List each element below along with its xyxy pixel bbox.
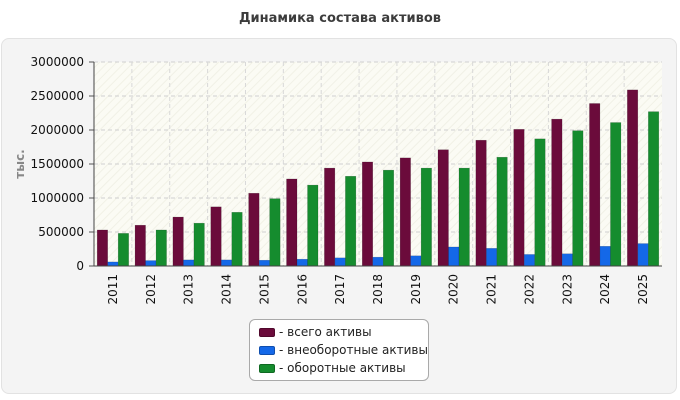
x-tick-label: 2020 bbox=[447, 274, 461, 305]
bar-noncurrent-assets-2014 bbox=[221, 259, 233, 267]
bar-noncurrent-assets-2021 bbox=[486, 248, 498, 267]
x-tick-label: 2013 bbox=[182, 274, 196, 305]
bar-noncurrent-assets-2015 bbox=[258, 259, 270, 267]
bar-current-assets-2017 bbox=[345, 175, 357, 267]
bar-total-assets-2022 bbox=[513, 129, 525, 267]
bar-current-assets-2021 bbox=[496, 156, 508, 267]
x-tick-label: 2022 bbox=[522, 274, 536, 305]
bar-noncurrent-assets-2025 bbox=[637, 243, 649, 267]
bar-current-assets-2023 bbox=[572, 130, 584, 267]
x-tick-label: 2025 bbox=[636, 274, 650, 305]
x-tick-label: 2011 bbox=[106, 274, 120, 305]
chart-title: Динамика состава активов bbox=[238, 11, 442, 26]
bar-total-assets-2021 bbox=[475, 139, 487, 267]
bar-total-assets-2017 bbox=[324, 167, 336, 267]
bar-total-assets-2014 bbox=[210, 206, 222, 267]
bar-total-assets-2025 bbox=[627, 89, 639, 267]
x-tick-label: 2024 bbox=[598, 274, 612, 305]
bar-total-assets-2019 bbox=[399, 157, 411, 267]
x-tick-label: 2016 bbox=[295, 274, 309, 305]
y-tick-label: 3000000 bbox=[31, 55, 84, 69]
bar-total-assets-2024 bbox=[589, 103, 601, 267]
bar-current-assets-2022 bbox=[534, 138, 546, 267]
bar-current-assets-2024 bbox=[610, 122, 622, 267]
bar-noncurrent-assets-2018 bbox=[372, 256, 384, 267]
legend-label-total-assets: - всего активы bbox=[279, 325, 372, 339]
bar-noncurrent-assets-2022 bbox=[523, 254, 535, 267]
bar-total-assets-2015 bbox=[248, 192, 260, 267]
x-tick-label: 2015 bbox=[257, 274, 271, 305]
legend-swatch-noncurrent-assets bbox=[259, 345, 275, 355]
bar-current-assets-2020 bbox=[458, 167, 470, 267]
bar-total-assets-2011 bbox=[96, 229, 108, 267]
bar-current-assets-2018 bbox=[383, 169, 394, 267]
bar-noncurrent-assets-2013 bbox=[183, 259, 195, 267]
x-tick-label: 2018 bbox=[371, 274, 385, 305]
bar-current-assets-2012 bbox=[155, 229, 167, 267]
bar-current-assets-2025 bbox=[648, 111, 660, 267]
y-tick-label: 2500000 bbox=[31, 89, 84, 103]
bar-noncurrent-assets-2017 bbox=[334, 257, 346, 267]
x-tick-label: 2021 bbox=[485, 274, 499, 305]
y-tick-label: 0 bbox=[76, 259, 84, 273]
x-tick-label: 2014 bbox=[220, 274, 234, 305]
legend-item-noncurrent-assets: - внеоборотные активы bbox=[259, 341, 428, 359]
bar-total-assets-2023 bbox=[551, 118, 563, 267]
bar-total-assets-2018 bbox=[362, 161, 373, 267]
bar-current-assets-2013 bbox=[193, 222, 205, 267]
bar-total-assets-2013 bbox=[172, 216, 184, 267]
bar-noncurrent-assets-2016 bbox=[296, 258, 308, 267]
bar-total-assets-2012 bbox=[134, 224, 146, 267]
bar-current-assets-2016 bbox=[307, 184, 319, 267]
bar-noncurrent-assets-2024 bbox=[599, 246, 611, 267]
legend-swatch-total-assets bbox=[259, 327, 275, 337]
x-tick-label: 2023 bbox=[560, 274, 574, 305]
y-axis-label: тыс. bbox=[13, 149, 27, 178]
legend-item-total-assets: - всего активы bbox=[259, 323, 428, 341]
y-tick-label: 1000000 bbox=[31, 191, 84, 205]
bar-noncurrent-assets-2019 bbox=[410, 255, 422, 267]
bar-current-assets-2019 bbox=[420, 167, 432, 267]
bar-current-assets-2014 bbox=[231, 212, 243, 267]
bar-current-assets-2015 bbox=[269, 198, 281, 267]
x-tick-label: 2017 bbox=[333, 274, 347, 305]
bar-noncurrent-assets-2020 bbox=[448, 246, 460, 267]
legend-label-current-assets: - оборотные активы bbox=[279, 361, 406, 375]
bar-noncurrent-assets-2012 bbox=[145, 260, 157, 267]
x-tick-label: 2019 bbox=[409, 274, 423, 305]
bar-noncurrent-assets-2011 bbox=[107, 261, 119, 267]
y-tick-label: 500000 bbox=[38, 225, 84, 239]
legend-label-noncurrent-assets: - внеоборотные активы bbox=[279, 343, 428, 357]
bar-total-assets-2016 bbox=[286, 178, 298, 267]
legend-swatch-current-assets bbox=[259, 363, 275, 373]
x-tick-label: 2012 bbox=[144, 274, 158, 305]
bar-current-assets-2011 bbox=[117, 233, 129, 267]
y-tick-label: 2000000 bbox=[31, 123, 84, 137]
chart-legend: - всего активы - внеоборотные активы - о… bbox=[249, 319, 429, 381]
y-tick-label: 1500000 bbox=[31, 157, 84, 171]
bar-total-assets-2020 bbox=[437, 149, 449, 267]
legend-item-current-assets: - оборотные активы bbox=[259, 359, 428, 377]
bar-noncurrent-assets-2023 bbox=[561, 253, 573, 267]
